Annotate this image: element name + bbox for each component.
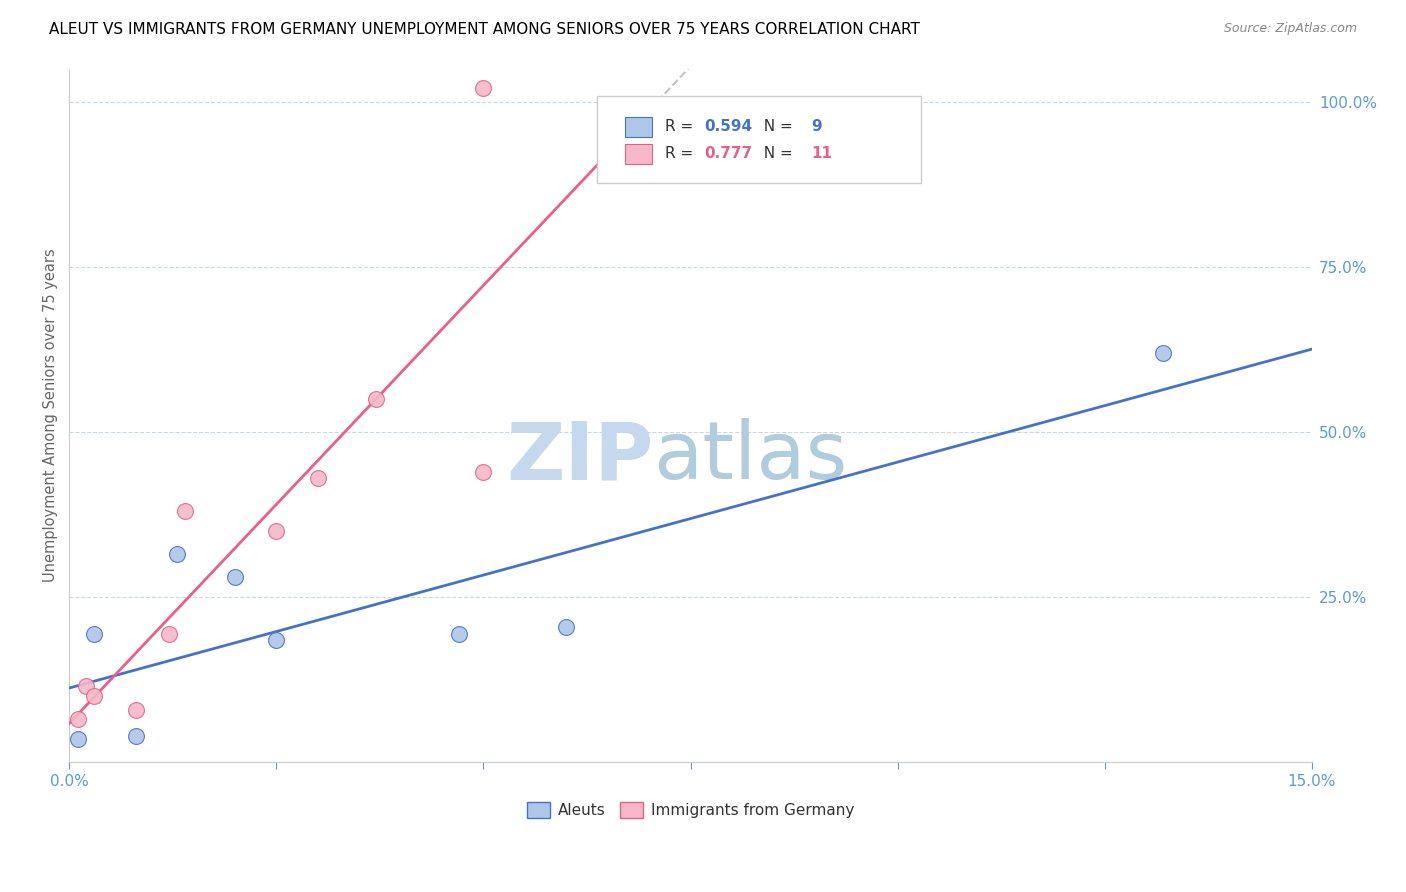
Text: 11: 11 xyxy=(811,146,832,161)
Text: 0.777: 0.777 xyxy=(704,146,752,161)
Point xyxy=(83,626,105,640)
Text: ZIP: ZIP xyxy=(506,418,654,496)
FancyBboxPatch shape xyxy=(598,96,921,183)
Point xyxy=(364,392,387,406)
Point xyxy=(555,620,578,634)
Text: R =: R = xyxy=(665,120,697,134)
Point xyxy=(266,524,288,538)
Legend: Aleuts, Immigrants from Germany: Aleuts, Immigrants from Germany xyxy=(520,796,860,824)
Point xyxy=(266,633,288,648)
Y-axis label: Unemployment Among Seniors over 75 years: Unemployment Among Seniors over 75 years xyxy=(44,249,58,582)
Point xyxy=(66,713,89,727)
Point xyxy=(174,504,197,518)
Point xyxy=(124,702,146,716)
Text: ALEUT VS IMMIGRANTS FROM GERMANY UNEMPLOYMENT AMONG SENIORS OVER 75 YEARS CORREL: ALEUT VS IMMIGRANTS FROM GERMANY UNEMPLO… xyxy=(49,22,920,37)
Point xyxy=(447,626,470,640)
Point xyxy=(472,81,495,95)
Text: N =: N = xyxy=(754,120,797,134)
Text: R =: R = xyxy=(665,146,697,161)
Point xyxy=(124,729,146,743)
Point xyxy=(224,570,246,584)
Text: Source: ZipAtlas.com: Source: ZipAtlas.com xyxy=(1223,22,1357,36)
Point xyxy=(83,690,105,704)
Text: N =: N = xyxy=(754,146,797,161)
Point xyxy=(307,471,329,485)
Text: 0.594: 0.594 xyxy=(704,120,752,134)
Point xyxy=(66,732,89,747)
Point xyxy=(157,626,180,640)
Point xyxy=(75,680,97,694)
FancyBboxPatch shape xyxy=(624,144,652,163)
Point xyxy=(472,465,495,479)
Text: atlas: atlas xyxy=(654,418,848,496)
Point xyxy=(166,547,188,561)
FancyBboxPatch shape xyxy=(624,117,652,136)
Text: 9: 9 xyxy=(811,120,821,134)
Point xyxy=(1152,345,1174,359)
